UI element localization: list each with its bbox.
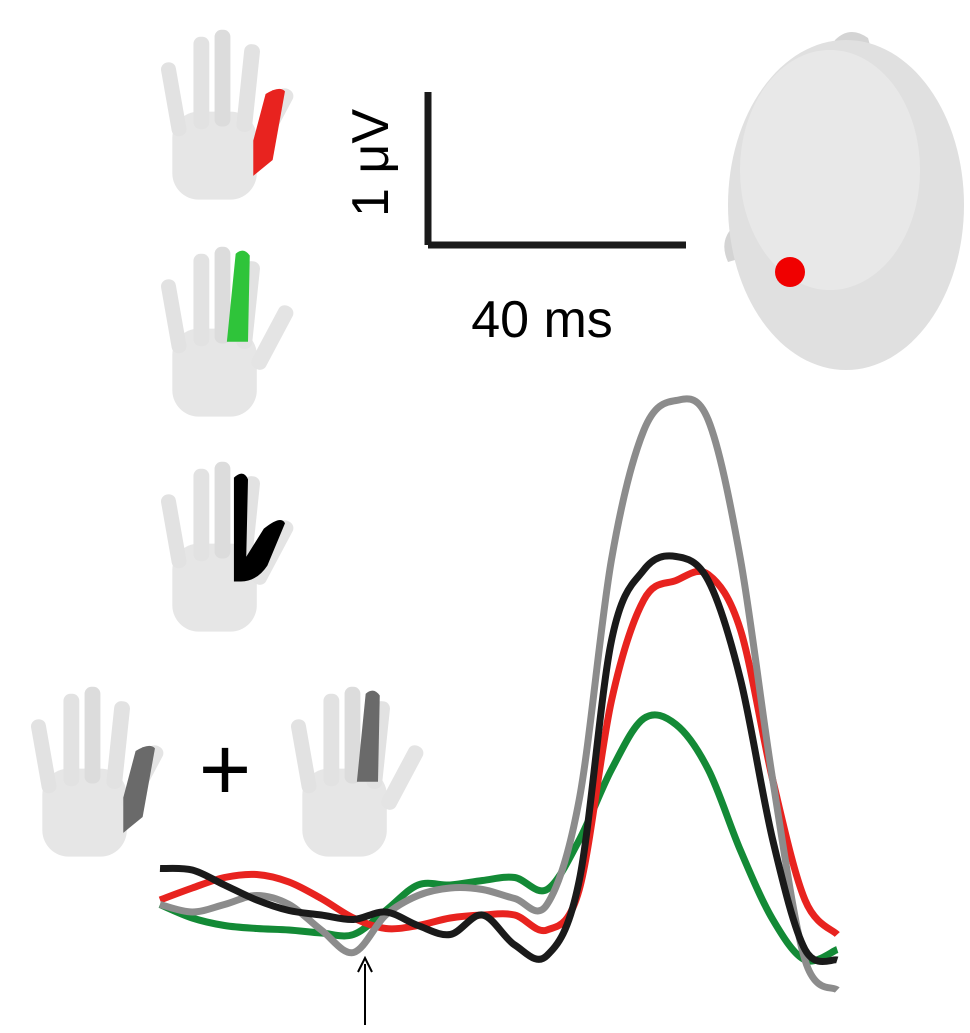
hand-both bbox=[160, 462, 296, 632]
hand-index bbox=[160, 247, 296, 417]
plus-sign: + bbox=[199, 720, 252, 820]
scale-bar: 1 μV 40 ms bbox=[342, 92, 686, 349]
scale-bar-y-label: 1 μV bbox=[342, 109, 400, 217]
waveforms bbox=[160, 399, 837, 990]
scale-bar-x-label: 40 ms bbox=[471, 291, 613, 349]
figure: + 1 μV 40 ms bbox=[0, 0, 970, 1033]
head bbox=[724, 32, 964, 370]
hand-thumb-gray bbox=[30, 687, 166, 857]
hand-thumb bbox=[160, 30, 296, 200]
hand-index-gray bbox=[290, 687, 426, 857]
